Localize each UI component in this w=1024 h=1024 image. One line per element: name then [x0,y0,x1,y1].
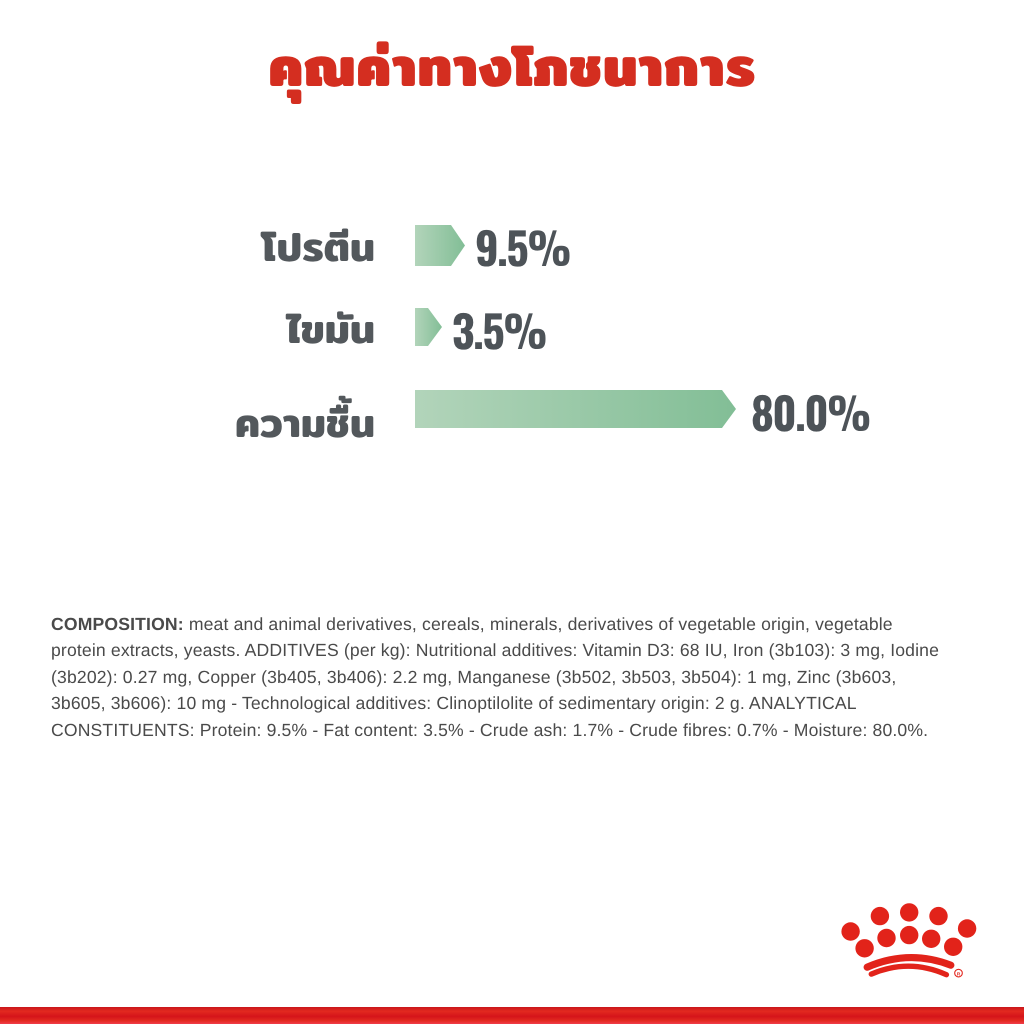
svg-text:R: R [957,971,961,976]
